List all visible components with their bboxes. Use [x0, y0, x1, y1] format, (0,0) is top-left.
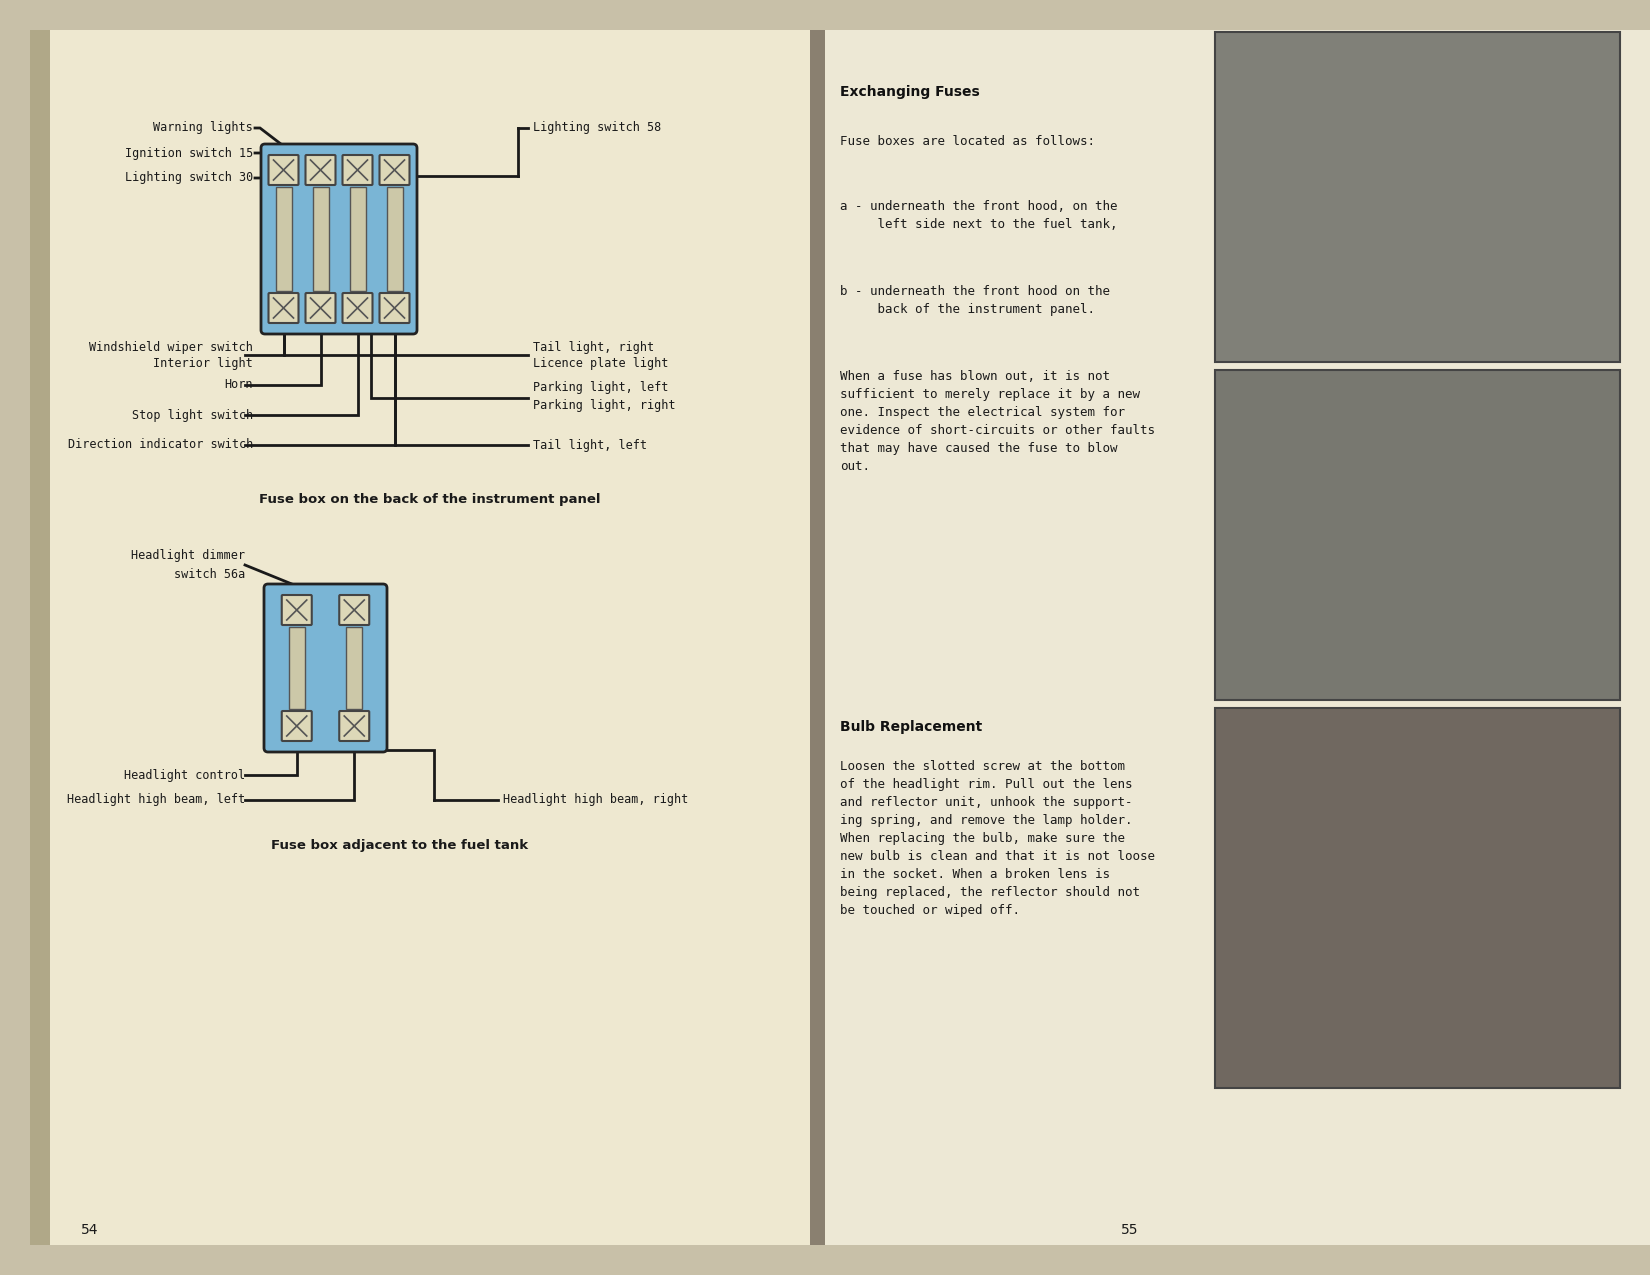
FancyBboxPatch shape [340, 711, 370, 741]
Bar [312, 187, 328, 291]
Text: Bulb Replacement: Bulb Replacement [840, 720, 982, 734]
FancyBboxPatch shape [380, 293, 409, 323]
Bar [289, 627, 305, 709]
FancyBboxPatch shape [269, 156, 299, 185]
Text: Fuse box adjacent to the fuel tank: Fuse box adjacent to the fuel tank [272, 839, 528, 852]
Text: Headlight control: Headlight control [124, 769, 244, 782]
Bar [810, 31, 825, 1244]
Text: Headlight dimmer: Headlight dimmer [130, 550, 244, 562]
Text: Tail light, left: Tail light, left [533, 439, 647, 451]
Text: Horn: Horn [224, 379, 252, 391]
Bar [820, 31, 1650, 1244]
FancyBboxPatch shape [261, 144, 417, 334]
Text: When a fuse has blown out, it is not
sufficient to merely replace it by a new
on: When a fuse has blown out, it is not suf… [840, 370, 1155, 473]
Text: switch 56a: switch 56a [173, 567, 244, 580]
Text: Fuse boxes are located as follows:: Fuse boxes are located as follows: [840, 135, 1096, 148]
FancyBboxPatch shape [264, 584, 388, 752]
Bar [30, 31, 50, 1244]
Text: Lighting switch 30: Lighting switch 30 [125, 172, 252, 185]
Text: Licence plate light: Licence plate light [533, 357, 668, 370]
Text: a - underneath the front hood, on the
     left side next to the fuel tank,: a - underneath the front hood, on the le… [840, 200, 1117, 231]
Text: Loosen the slotted screw at the bottom
of the headlight rim. Pull out the lens
a: Loosen the slotted screw at the bottom o… [840, 760, 1155, 917]
Bar [1218, 34, 1617, 360]
Text: Fuse box on the back of the instrument panel: Fuse box on the back of the instrument p… [259, 493, 601, 506]
Text: Lighting switch 58: Lighting switch 58 [533, 121, 662, 134]
FancyBboxPatch shape [282, 595, 312, 625]
Text: Parking light, left: Parking light, left [533, 381, 668, 394]
Text: Ignition switch 15: Ignition switch 15 [125, 147, 252, 159]
FancyBboxPatch shape [305, 293, 335, 323]
Bar [1214, 708, 1620, 1088]
Bar [30, 31, 820, 1244]
Bar [276, 187, 292, 291]
Text: Headlight high beam, left: Headlight high beam, left [68, 793, 244, 807]
FancyBboxPatch shape [269, 293, 299, 323]
FancyBboxPatch shape [380, 156, 409, 185]
Bar [386, 187, 403, 291]
Text: Warning lights: Warning lights [153, 121, 252, 134]
Bar [346, 627, 363, 709]
Bar [1218, 374, 1617, 697]
Text: 54: 54 [81, 1223, 99, 1237]
Text: Exchanging Fuses: Exchanging Fuses [840, 85, 980, 99]
Text: Windshield wiper switch: Windshield wiper switch [89, 340, 252, 353]
Text: Parking light, right: Parking light, right [533, 399, 675, 413]
Text: Headlight high beam, right: Headlight high beam, right [503, 793, 688, 807]
Text: Direction indicator switch: Direction indicator switch [68, 439, 252, 451]
Text: Tail light, right: Tail light, right [533, 340, 653, 353]
Bar [1214, 370, 1620, 700]
Bar [1218, 711, 1617, 1085]
FancyBboxPatch shape [340, 595, 370, 625]
Bar [350, 187, 366, 291]
Text: Interior light: Interior light [153, 357, 252, 370]
Text: Stop light switch: Stop light switch [132, 408, 252, 422]
Text: b - underneath the front hood on the
     back of the instrument panel.: b - underneath the front hood on the bac… [840, 286, 1110, 316]
Bar [1214, 32, 1620, 362]
FancyBboxPatch shape [343, 156, 373, 185]
FancyBboxPatch shape [343, 293, 373, 323]
FancyBboxPatch shape [305, 156, 335, 185]
Text: 55: 55 [1122, 1223, 1138, 1237]
FancyBboxPatch shape [282, 711, 312, 741]
